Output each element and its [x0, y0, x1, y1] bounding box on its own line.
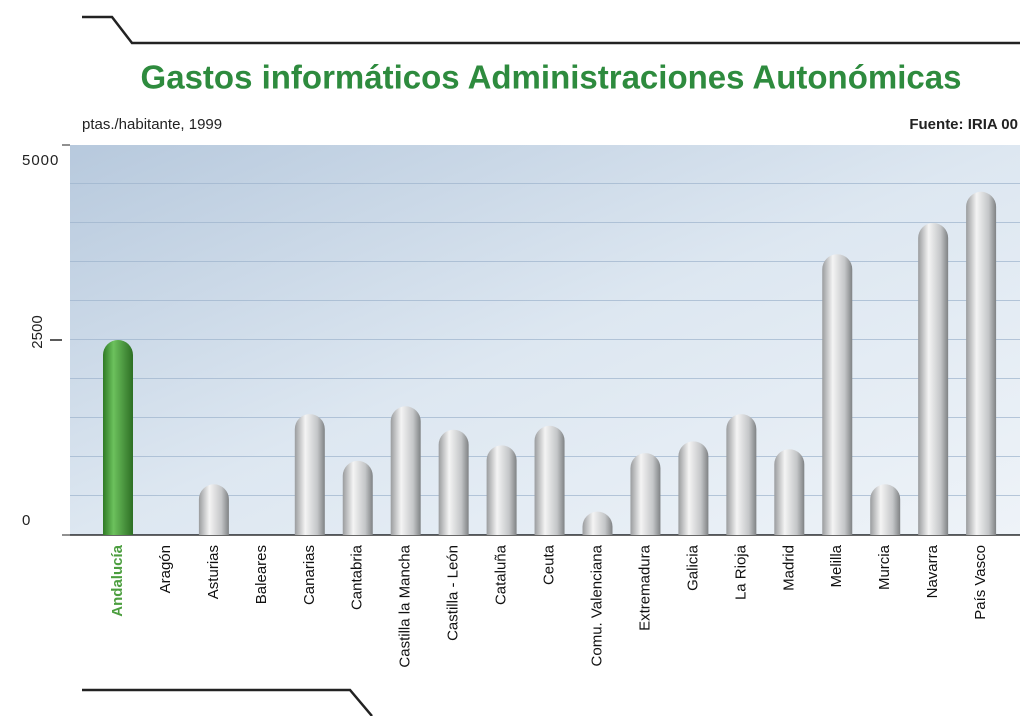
- x-tick-label: Comu. Valenciana: [588, 544, 605, 666]
- x-tick-label: Cataluña: [493, 544, 510, 605]
- bar: [678, 441, 709, 535]
- x-tick-label: Navarra: [924, 544, 941, 598]
- x-tick-label: Castilla - León: [445, 545, 462, 641]
- x-tick-label: Aragón: [157, 545, 174, 593]
- bar: [966, 191, 997, 535]
- bar: [774, 449, 805, 535]
- chart-title: Gastos informáticos Administraciones Aut…: [141, 59, 962, 96]
- bar: [294, 414, 325, 535]
- x-tick-label: Baleares: [253, 545, 270, 604]
- subtitle: ptas./habitante, 1999: [82, 116, 222, 133]
- y-tick-label: 5000: [22, 152, 59, 169]
- x-tick-label: País Vasco: [972, 545, 989, 620]
- bar: [582, 511, 613, 535]
- x-tick-label: Melilla: [828, 544, 845, 587]
- x-tick-label: Andalucía: [109, 544, 126, 616]
- bar: [342, 460, 373, 535]
- bar: [198, 484, 229, 535]
- bar: [630, 453, 661, 535]
- bar: [870, 484, 901, 535]
- decor-line: [82, 15, 1020, 45]
- source: Fuente: IRIA 00: [909, 116, 1018, 133]
- bar: [103, 340, 133, 535]
- bar: [390, 406, 421, 535]
- x-tick-label: Canarias: [301, 545, 318, 605]
- y-tick-label: 2500: [29, 315, 46, 348]
- x-tick-label: Castilla la Mancha: [397, 544, 414, 667]
- bar: [438, 429, 469, 535]
- bar: [822, 254, 853, 536]
- x-tick-label: Extremadura: [636, 544, 653, 631]
- x-tick-label: Murcia: [876, 544, 893, 590]
- x-tick-label: Ceuta: [541, 544, 558, 585]
- bar: [918, 223, 949, 536]
- decor-line: [82, 688, 373, 716]
- bar: [726, 414, 757, 535]
- x-tick-label: Cantabria: [349, 544, 366, 610]
- bar: [534, 425, 565, 535]
- y-tick-label: 0: [22, 512, 31, 529]
- x-tick-label: La Rioja: [732, 544, 749, 600]
- bar: [486, 445, 517, 535]
- x-tick-label: Madrid: [780, 545, 797, 591]
- x-tick-label: Asturias: [205, 545, 222, 599]
- x-tick-label: Galicia: [684, 544, 701, 591]
